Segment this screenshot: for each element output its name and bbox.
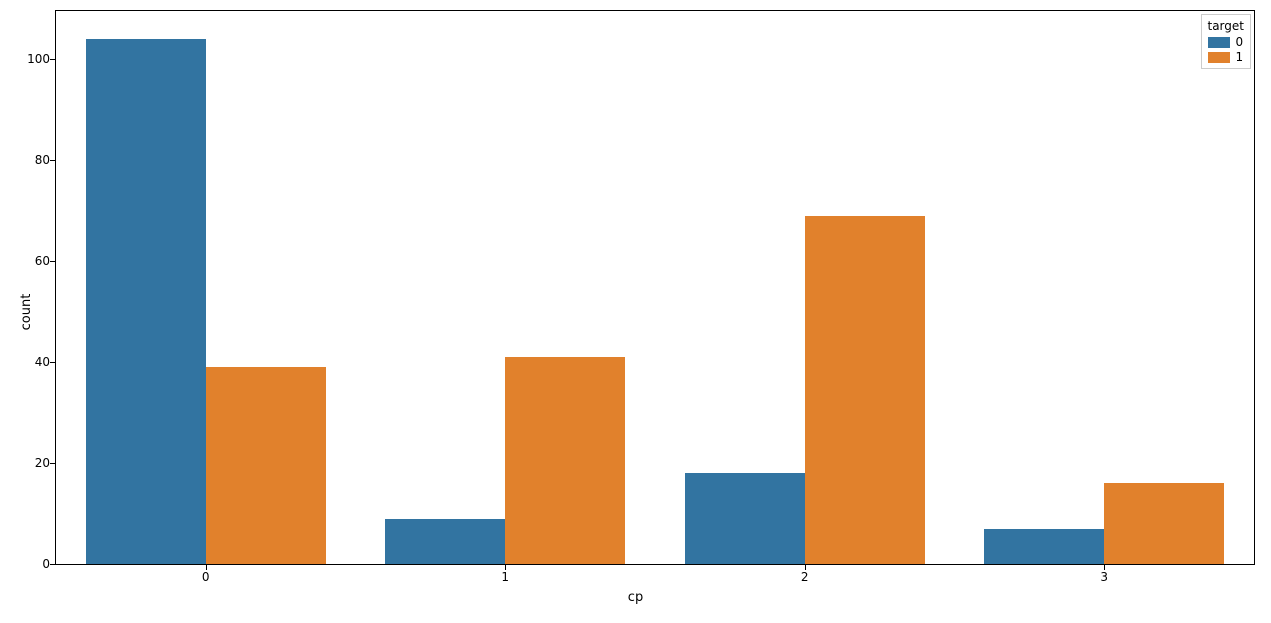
y-tick-label: 80	[10, 153, 50, 167]
x-tick-mark	[505, 565, 506, 570]
x-tick-mark	[805, 565, 806, 570]
bar-series0-cat0	[86, 39, 206, 564]
x-tick-label: 3	[1100, 570, 1108, 584]
bar-series0-cat3	[984, 529, 1104, 564]
legend-item-1: 1	[1208, 50, 1245, 64]
y-tick-mark	[50, 59, 55, 60]
legend-label-1: 1	[1236, 50, 1244, 64]
y-tick-mark	[50, 564, 55, 565]
y-tick-mark	[50, 261, 55, 262]
bar-series0-cat1	[385, 519, 505, 564]
y-tick-mark	[50, 463, 55, 464]
y-tick-label: 60	[10, 254, 50, 268]
y-tick-mark	[50, 362, 55, 363]
bar-series1-cat1	[505, 357, 625, 564]
legend-swatch-0	[1208, 37, 1230, 48]
x-tick-label: 0	[202, 570, 210, 584]
y-tick-label: 20	[10, 456, 50, 470]
x-tick-mark	[206, 565, 207, 570]
y-tick-mark	[50, 160, 55, 161]
x-tick-label: 2	[801, 570, 809, 584]
x-tick-mark	[1104, 565, 1105, 570]
y-axis-label: count	[19, 293, 34, 330]
chart-container: count cp target 0 1 0204060801000123	[0, 0, 1271, 623]
x-axis-label: cp	[628, 590, 643, 605]
y-tick-label: 40	[10, 355, 50, 369]
x-tick-label: 1	[501, 570, 509, 584]
bar-series1-cat2	[805, 216, 925, 564]
legend-item-0: 0	[1208, 35, 1245, 49]
y-tick-label: 0	[10, 557, 50, 571]
legend-swatch-1	[1208, 52, 1230, 63]
bar-series1-cat3	[1104, 483, 1224, 564]
legend-label-0: 0	[1236, 35, 1244, 49]
legend-title: target	[1208, 19, 1245, 33]
legend: target 0 1	[1201, 14, 1252, 69]
bar-series0-cat2	[685, 473, 805, 564]
plot-area	[55, 10, 1255, 565]
y-tick-label: 100	[10, 52, 50, 66]
bar-series1-cat0	[206, 367, 326, 564]
